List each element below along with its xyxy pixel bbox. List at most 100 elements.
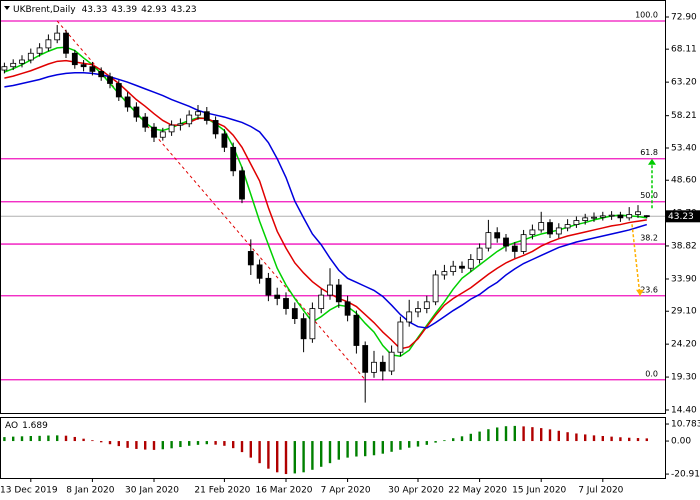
ao-bar <box>302 441 305 473</box>
candle-body <box>124 96 131 108</box>
ao-bar <box>144 441 147 450</box>
ao-bar <box>126 441 129 448</box>
header-low: 42.93 <box>141 5 167 15</box>
candle-body <box>327 284 333 296</box>
collapse-icon[interactable] <box>4 6 10 10</box>
candle-body <box>591 216 597 219</box>
candle-body <box>626 214 633 219</box>
indicator-value: 1.689 <box>22 421 48 431</box>
candle-body <box>274 294 281 299</box>
ao-bar <box>592 435 596 442</box>
forecast-up-head <box>648 158 656 165</box>
candle-body <box>503 237 509 247</box>
y-tick-label: 29.10 <box>671 307 697 317</box>
y-tick-label: 38.82 <box>671 241 697 251</box>
x-tick-label: 16 Mar 2020 <box>255 486 312 496</box>
ao-bar <box>460 436 464 442</box>
ao-tick-label: 10.783 <box>671 420 700 430</box>
header: UKBrent,Daily 43.33 43.39 42.93 43.23 <box>13 5 197 15</box>
ao-bar <box>240 441 244 453</box>
ao-bar <box>399 441 402 450</box>
candle-body <box>168 124 175 133</box>
candle-body <box>10 62 17 68</box>
candle-body <box>529 229 536 236</box>
candle-body <box>291 308 298 320</box>
candle-body <box>573 220 580 225</box>
candle-body <box>555 227 562 235</box>
candle-body <box>415 308 421 313</box>
ao-bar <box>372 441 376 456</box>
ao-bar <box>443 440 446 442</box>
ao-bar <box>249 441 252 458</box>
ao-bar <box>540 428 543 442</box>
ao-bar <box>469 433 472 442</box>
ao-bar <box>566 432 569 442</box>
candle-body <box>283 298 289 309</box>
y-tick-label: 14.40 <box>671 405 697 415</box>
candle-body <box>133 106 140 118</box>
ao-bar <box>152 441 156 450</box>
ao-bar <box>170 441 173 449</box>
candle-body <box>318 294 325 309</box>
candle-body <box>362 345 369 373</box>
price-panel <box>0 0 666 414</box>
candle-body <box>476 247 483 260</box>
ao-bar <box>47 435 50 442</box>
candle-body <box>203 111 210 121</box>
candle-body <box>371 361 377 373</box>
ao-bar <box>188 441 191 446</box>
ao-bar <box>135 441 138 449</box>
candle-body <box>89 66 96 72</box>
candle-body <box>230 146 237 172</box>
x-tick-label: 7 Jul 2020 <box>578 486 623 496</box>
ao-bar <box>355 441 358 457</box>
candle-body <box>643 215 650 218</box>
y-tick-label: 58.21 <box>671 111 697 121</box>
x-tick-label: 15 Jun 2020 <box>512 486 566 496</box>
ao-bar <box>12 436 15 442</box>
current-price-box <box>665 210 700 223</box>
symbol: UKBrent,Daily <box>13 5 76 15</box>
ao-bar <box>73 436 76 442</box>
y-tick-label: 33.90 <box>671 274 697 284</box>
candle-body <box>335 284 342 303</box>
y-tick-label: 24.20 <box>671 340 697 350</box>
ao-bar <box>364 441 367 457</box>
candle-body <box>599 215 606 218</box>
candle-body <box>115 83 122 98</box>
ao-bar <box>548 429 552 442</box>
ao-bar <box>196 441 200 445</box>
current-price-label: 43.23 <box>668 212 694 222</box>
candle-body <box>1 66 8 71</box>
fib-label: 100.0 <box>635 11 658 20</box>
candle-body <box>617 214 624 219</box>
candle-body <box>547 222 553 235</box>
fib-label: 50.0 <box>640 191 658 200</box>
ao-bar <box>584 434 587 442</box>
candle-body <box>379 361 386 372</box>
y-tick-label: 48.60 <box>671 176 697 186</box>
ao-bar <box>161 441 164 450</box>
ao-bar <box>328 441 332 464</box>
candle-body <box>27 52 34 61</box>
header-close: 43.23 <box>171 5 197 15</box>
candle-body <box>19 59 25 64</box>
ao-bar <box>214 441 217 445</box>
y-tick-label: 68.11 <box>671 45 697 55</box>
fib-label: 38.2 <box>640 234 658 243</box>
ao-bar <box>381 441 384 454</box>
ao-bar <box>425 441 428 445</box>
ao-bar <box>645 438 648 442</box>
ao-bar <box>434 441 437 443</box>
ao-bar <box>478 431 481 442</box>
candle-body <box>432 274 439 303</box>
candle-body <box>221 133 228 148</box>
ao-bar <box>179 441 182 448</box>
ao-bar <box>20 436 24 442</box>
candle-body <box>397 321 404 353</box>
x-tick-label: 22 May 2020 <box>448 486 507 496</box>
ao-bar <box>601 436 604 442</box>
candle-body <box>256 264 263 279</box>
ao-tick-label: 0.00 <box>671 437 691 447</box>
